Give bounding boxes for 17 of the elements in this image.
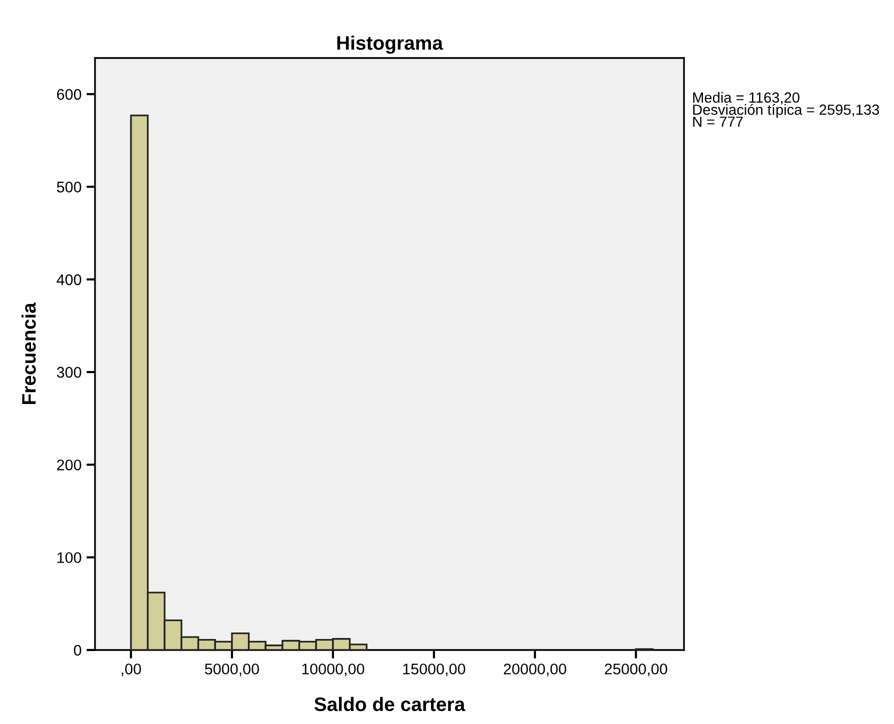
x-tick-label: 15000,00 — [403, 664, 466, 676]
x-tick-label: 10000,00 — [302, 664, 364, 676]
y-tick-label: 300 — [56, 366, 82, 378]
chart-title: Histograma — [337, 36, 444, 54]
x-tick-label: 20000,00 — [504, 664, 566, 676]
y-tick-label: 500 — [56, 182, 82, 192]
y-tick-label: 0 — [74, 644, 82, 656]
y-tick-label: 200 — [57, 460, 82, 470]
x-tick-label: 25000,00 — [604, 664, 668, 676]
y-tick-label: 100 — [57, 552, 82, 564]
y-tick-label: 400 — [56, 274, 82, 286]
y-axis-title: Frecuencia — [22, 302, 36, 404]
text: Media = 1163,20 Desviación típica = 2595,133 N = 777 — [693, 92, 880, 127]
y-tick-label: 600 — [57, 89, 82, 100]
x-tick-label: 5000,00 — [204, 664, 259, 676]
x-tick-label: ,00 — [122, 664, 141, 676]
x-axis-title: Saldo de cartera — [314, 696, 466, 712]
